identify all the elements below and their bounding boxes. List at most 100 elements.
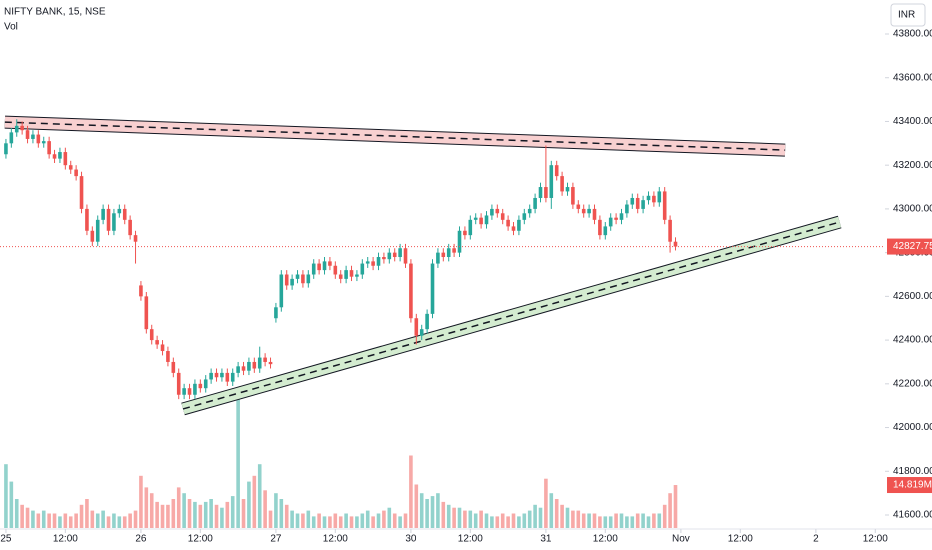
volume-bar xyxy=(603,516,608,528)
x-tick-label: 12:00 xyxy=(593,534,618,545)
candle-body xyxy=(95,219,100,242)
volume-bar xyxy=(41,510,46,528)
volume-bar xyxy=(414,484,419,528)
volume-bar xyxy=(25,507,30,528)
candle-body xyxy=(112,213,116,231)
currency-box[interactable] xyxy=(890,3,926,27)
volume-bar xyxy=(284,504,289,528)
candle-body xyxy=(538,187,543,198)
candle-body xyxy=(166,351,170,362)
candle-body xyxy=(517,219,521,231)
volume-bar xyxy=(625,516,629,528)
candle-body xyxy=(155,340,159,345)
volume-bar xyxy=(36,513,41,528)
candle-body xyxy=(436,252,440,264)
candle-body xyxy=(203,379,208,389)
volume-bar xyxy=(247,481,251,528)
candle-body xyxy=(576,204,581,209)
candle-body xyxy=(290,278,294,286)
candle-body xyxy=(425,313,429,330)
volume-bar xyxy=(533,504,537,528)
candle-body xyxy=(441,252,446,258)
volume-bar xyxy=(657,513,662,528)
candle-body xyxy=(14,125,19,133)
candle-body xyxy=(74,169,78,177)
candle-body xyxy=(257,357,262,369)
volume-bar xyxy=(274,493,278,528)
volume-bar xyxy=(182,493,186,528)
volume-bar xyxy=(9,481,14,528)
volume-bar xyxy=(598,516,602,528)
volume-bar xyxy=(176,487,181,528)
volume-bar xyxy=(149,493,154,528)
volume-bar xyxy=(587,513,591,528)
candle-body xyxy=(274,307,278,319)
candle-body xyxy=(511,226,516,231)
x-tick-label: 27 xyxy=(270,534,282,545)
candle-body xyxy=(252,361,257,369)
candle-body xyxy=(193,383,197,395)
volume-bar xyxy=(328,516,332,528)
candle-body xyxy=(214,372,219,378)
volume-bar xyxy=(311,516,316,528)
volume-bar xyxy=(360,513,365,528)
volume-bar xyxy=(52,513,57,528)
candle-body xyxy=(284,274,289,286)
volume-bar xyxy=(301,513,305,528)
candle-body xyxy=(430,263,435,314)
volume-bar xyxy=(430,496,435,528)
volume-bar xyxy=(317,513,321,528)
candle-body xyxy=(490,208,494,216)
candle-body xyxy=(403,248,408,264)
volume-bar xyxy=(522,513,527,528)
candle-body xyxy=(500,213,505,220)
candle-body xyxy=(9,132,14,144)
y-tick-label: 43200.00 xyxy=(893,160,932,171)
volume-bar xyxy=(144,487,149,528)
candle-body xyxy=(468,219,473,236)
volume-bar xyxy=(230,496,235,528)
volume-bar xyxy=(128,513,132,528)
volume-bar xyxy=(652,513,656,528)
x-tick-label: 12:00 xyxy=(53,534,78,545)
volume-bar xyxy=(468,510,473,528)
volume-bar xyxy=(549,493,554,528)
candle-body xyxy=(279,274,284,308)
volume-bar xyxy=(646,516,651,528)
y-tick-label: 42400.00 xyxy=(893,335,932,346)
volume-bar xyxy=(544,478,548,528)
volume-bar xyxy=(436,493,440,528)
volume-bar xyxy=(560,504,564,528)
candle-body xyxy=(306,274,311,284)
volume-bar xyxy=(236,394,240,528)
trend-line xyxy=(4,121,786,151)
volume-bar xyxy=(139,475,143,528)
volume-bar xyxy=(90,510,95,528)
volume-bar xyxy=(484,513,489,528)
candle-body xyxy=(522,213,527,220)
candle-body xyxy=(160,344,165,352)
candle-body xyxy=(47,141,51,155)
candle-body xyxy=(171,361,176,373)
candle-body xyxy=(182,388,186,395)
volume-bar xyxy=(387,507,392,528)
volume-bar xyxy=(79,504,84,528)
x-tick-label: 31 xyxy=(540,534,552,545)
volume-bar xyxy=(479,510,483,528)
candle-body xyxy=(263,357,267,362)
candle-body xyxy=(360,263,365,275)
candle-body xyxy=(338,274,343,279)
last-volume-box xyxy=(887,477,932,494)
candle-body xyxy=(236,366,240,373)
candle-body xyxy=(473,217,478,220)
volume-bar xyxy=(198,504,203,528)
volume-bar xyxy=(85,499,89,528)
volume-bar xyxy=(554,499,559,528)
volume-bar xyxy=(457,507,462,528)
volume-bar xyxy=(241,499,246,528)
candle-body xyxy=(247,361,251,371)
candle-body xyxy=(230,372,235,382)
candle-body xyxy=(36,134,41,144)
volume-bar xyxy=(355,516,359,528)
